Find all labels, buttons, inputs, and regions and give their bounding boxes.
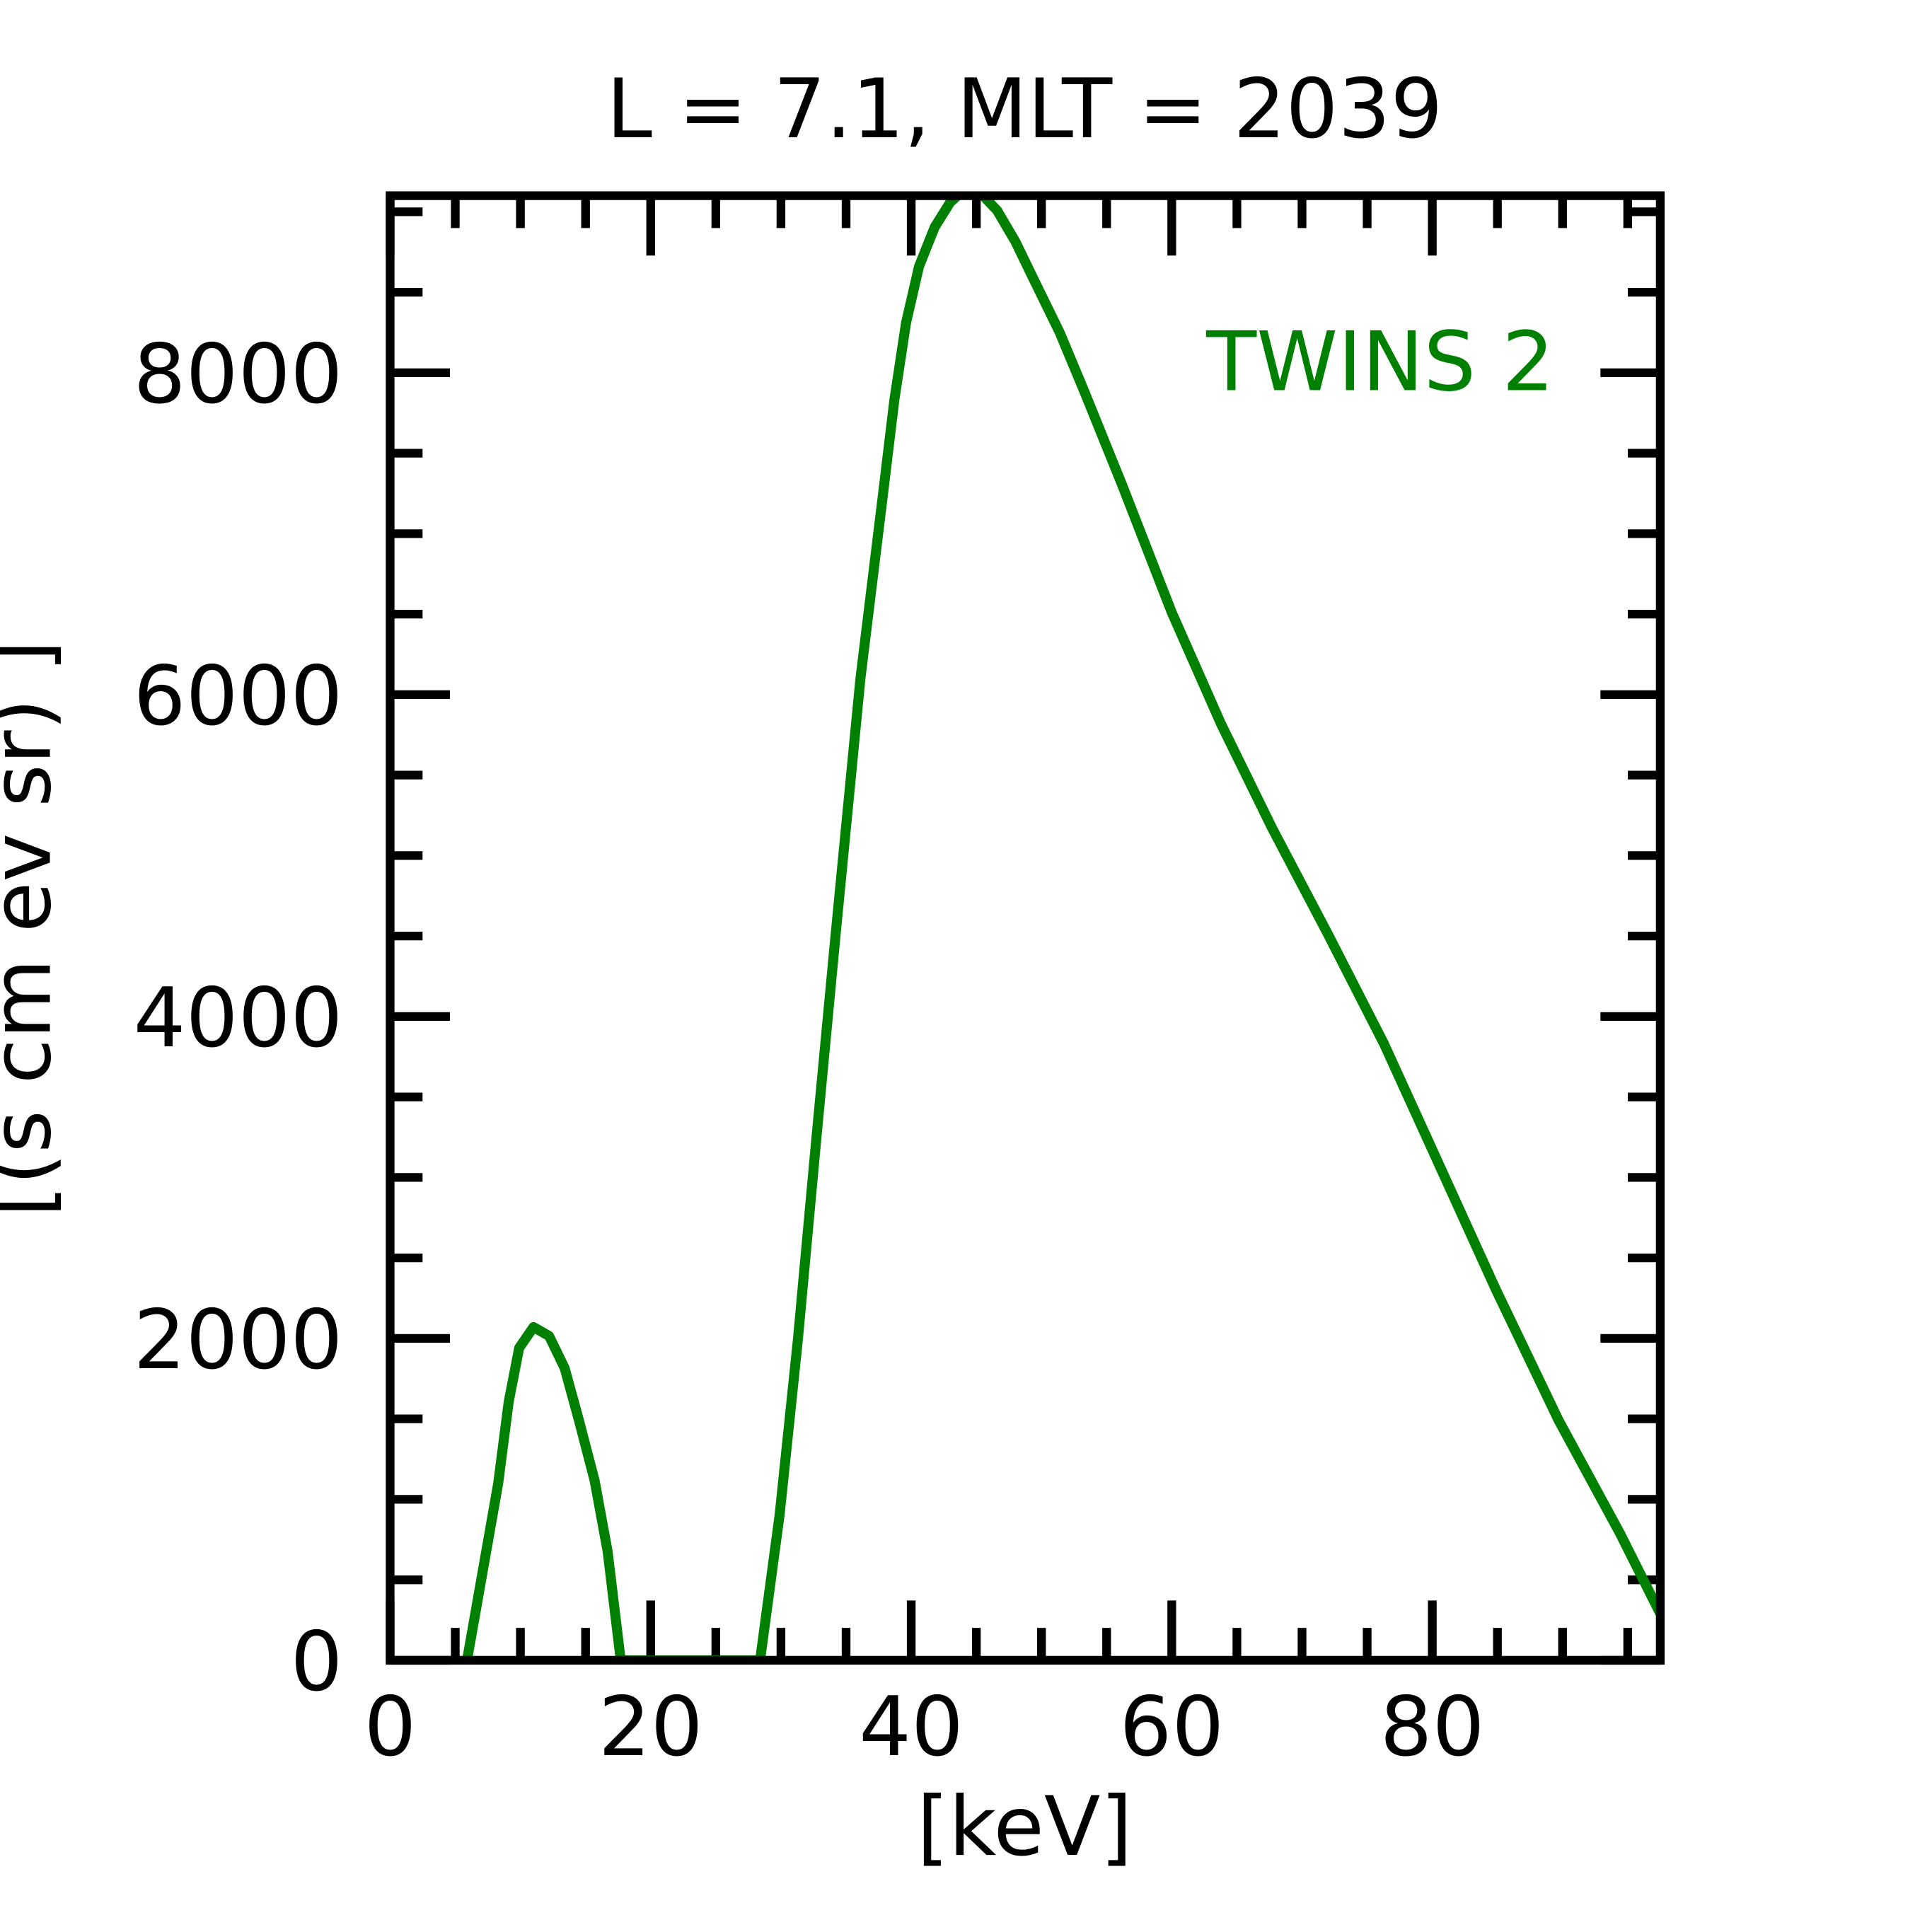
- ticks: [386, 195, 1660, 1665]
- y-axis-label: [(s cm ev sr) ]: [0, 640, 69, 1217]
- tick-labels: 0 20 40 60 80 0 2000 4000 6000 8000: [134, 327, 1485, 1775]
- x-tick-label: 40: [859, 1679, 964, 1775]
- legend-entry-twins-2: TWINS 2: [1205, 314, 1554, 410]
- x-tick-label: 60: [1119, 1679, 1224, 1775]
- y-tick-label: 0: [291, 1614, 343, 1710]
- x-tick-label: 80: [1380, 1679, 1485, 1775]
- y-tick-label: 6000: [134, 649, 343, 744]
- chart-title: L = 7.1, MLT = 2039: [606, 62, 1442, 157]
- x-tick-label: 20: [598, 1679, 703, 1775]
- x-axis-label: [keV]: [917, 1779, 1133, 1875]
- x-tick-label: 0: [364, 1679, 416, 1775]
- plot-frame: [386, 191, 1665, 1665]
- series-line-twins-2: [462, 195, 1660, 1660]
- y-tick-label: 8000: [134, 327, 343, 422]
- y-tick-label: 4000: [134, 971, 343, 1066]
- y-tick-label: 2000: [134, 1292, 343, 1388]
